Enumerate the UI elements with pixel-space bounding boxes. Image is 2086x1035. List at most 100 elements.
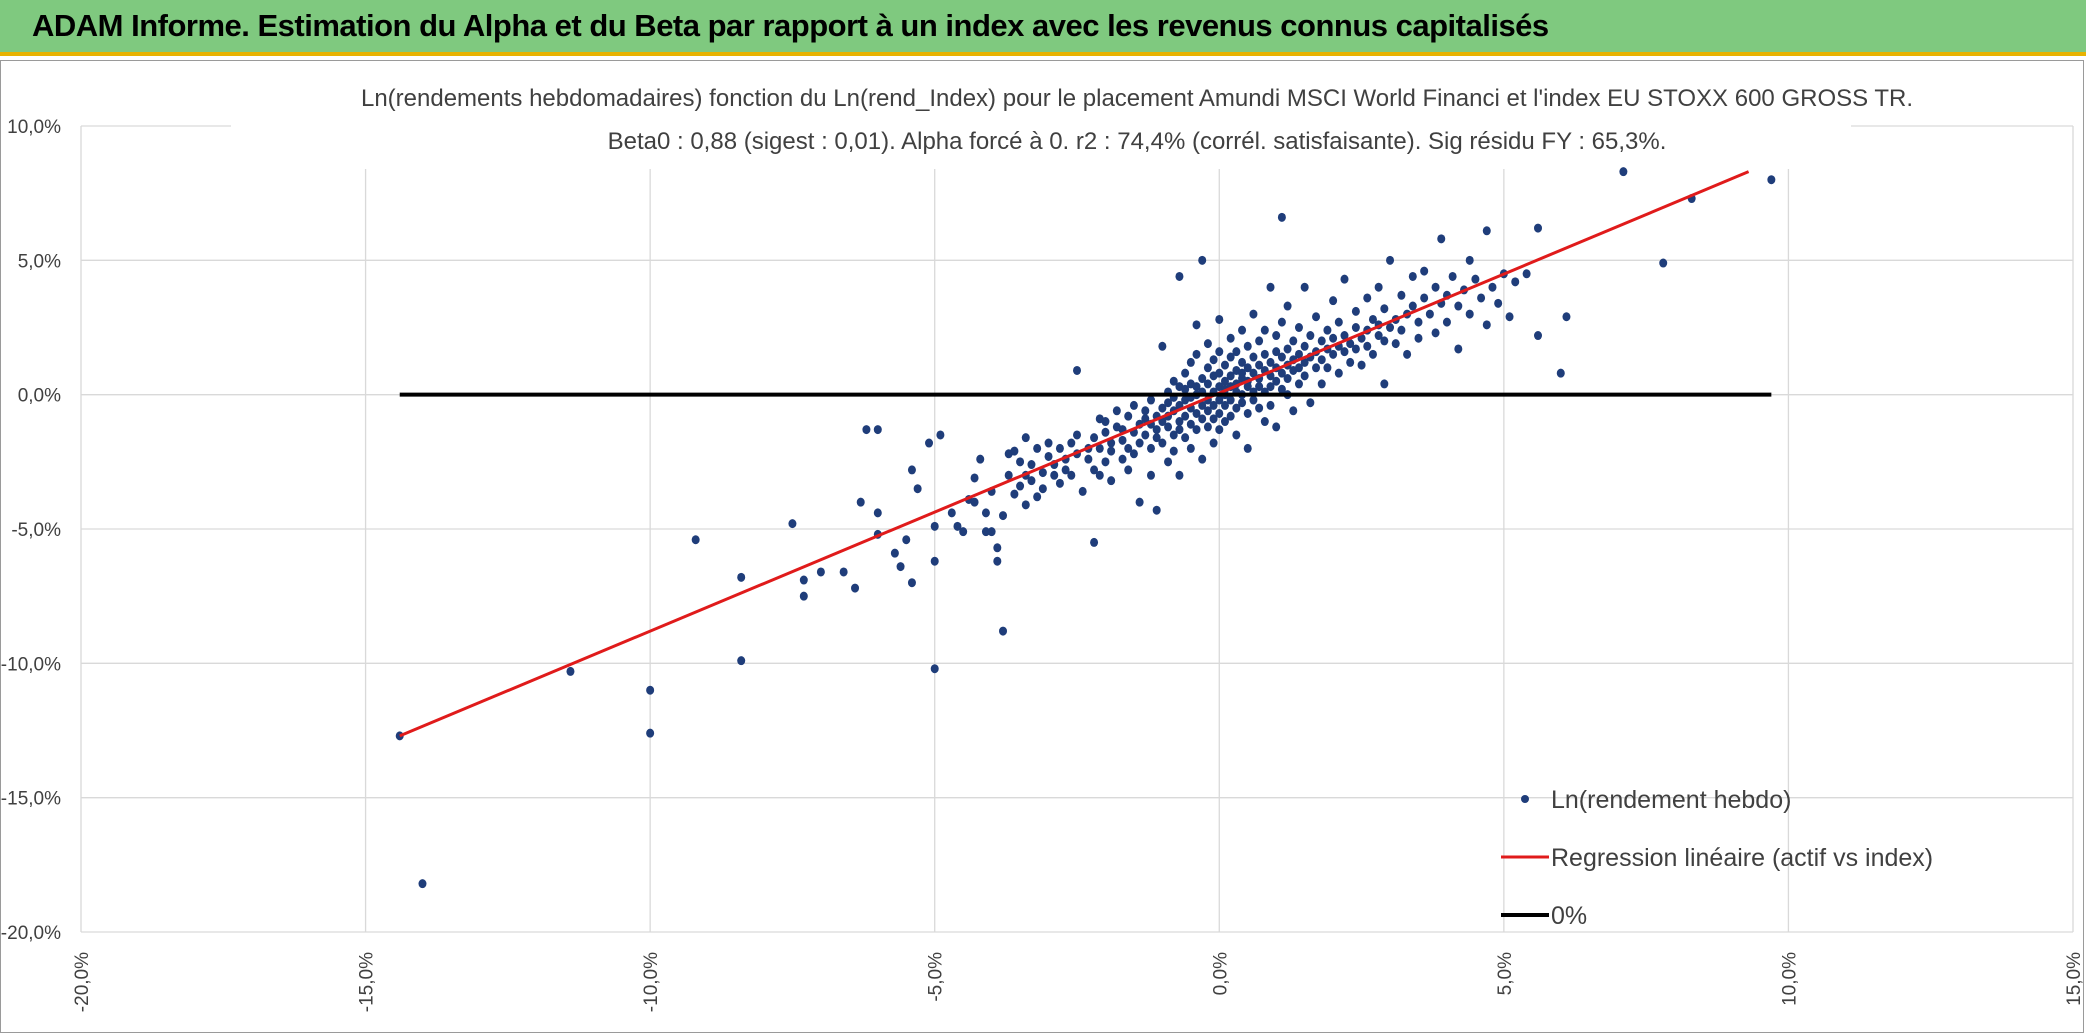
data-point [1021, 500, 1030, 510]
legend-label-scatter: Ln(rendement hebdo) [1551, 786, 1791, 814]
data-point [1494, 298, 1503, 308]
data-point [1027, 460, 1036, 470]
data-point [856, 497, 865, 507]
legend-label-zero-line: 0% [1551, 902, 1587, 930]
data-point [1511, 277, 1520, 287]
data-point [1095, 470, 1104, 480]
legend-item-zero-line[interactable]: 0% [1501, 902, 1587, 930]
data-point [1442, 317, 1451, 327]
data-point [1209, 438, 1218, 448]
legend-item-scatter[interactable]: Ln(rendement hebdo) [1521, 786, 1791, 814]
x-tick-label: -15,0% [357, 952, 378, 1012]
data-point [1010, 446, 1019, 456]
data-point [1351, 344, 1360, 354]
data-point [1192, 320, 1201, 330]
data-point [1380, 304, 1389, 314]
data-point [1386, 323, 1395, 332]
data-point [1090, 537, 1099, 547]
data-point [1243, 363, 1252, 373]
data-point [1454, 344, 1463, 354]
data-point [1334, 368, 1343, 378]
data-point [1351, 323, 1360, 332]
data-point [1659, 258, 1668, 268]
data-point [1146, 443, 1155, 453]
data-point [1203, 339, 1212, 349]
data-point [976, 454, 985, 464]
data-point [1505, 312, 1514, 322]
data-point [1277, 317, 1286, 327]
y-tick-label: 5,0% [18, 251, 61, 272]
data-point [993, 556, 1002, 566]
data-point [1300, 371, 1309, 381]
chart-title-line-2: Beta0 : 0,88 (sigest : 0,01). Alpha forc… [608, 128, 1667, 155]
data-point [1300, 341, 1309, 351]
data-point [1420, 266, 1429, 276]
data-point [1203, 363, 1212, 373]
data-point [907, 578, 916, 588]
data-point [1289, 406, 1298, 416]
data-point [1243, 443, 1252, 453]
data-point [1488, 282, 1497, 292]
data-point [1334, 317, 1343, 327]
data-point [1101, 457, 1110, 467]
data-point [1181, 368, 1190, 378]
data-point [1141, 406, 1150, 416]
legend-item-regression[interactable]: Regression linéaire (actif vs index) [1501, 844, 1933, 872]
data-point [1534, 223, 1543, 233]
data-point [1181, 411, 1190, 421]
data-point [1329, 349, 1338, 359]
data-point [907, 465, 916, 475]
data-point [1255, 336, 1264, 346]
data-point [1312, 363, 1321, 373]
data-point [1124, 443, 1133, 453]
chart-title-background [231, 79, 1851, 169]
legend[interactable]: Ln(rendement hebdo) Regression linéaire … [1501, 786, 1933, 930]
data-point [1095, 443, 1104, 453]
data-point [1534, 331, 1543, 341]
data-point [1368, 349, 1377, 359]
data-point [1386, 255, 1395, 265]
data-point [1209, 400, 1218, 410]
data-point [1192, 382, 1201, 392]
data-point [1209, 355, 1218, 365]
data-point [1135, 438, 1144, 448]
data-point [1175, 417, 1184, 427]
x-tick-label: 15,0% [2064, 952, 2083, 1006]
data-point [1152, 425, 1161, 435]
y-tick-label: 0,0% [18, 386, 61, 407]
data-point [1408, 271, 1417, 281]
data-point [1232, 430, 1241, 440]
data-point [1038, 484, 1047, 494]
chart-area[interactable]: Ln(rendements hebdomadaires) fonction du… [0, 60, 2084, 1033]
data-point [993, 543, 1002, 553]
data-point [1055, 443, 1064, 453]
data-point [1146, 395, 1155, 405]
data-point [1226, 371, 1235, 381]
data-point [1175, 425, 1184, 435]
x-tick-label: 5,0% [1495, 952, 1516, 995]
data-point [1038, 468, 1047, 478]
data-point [1152, 433, 1161, 443]
data-point [1067, 438, 1076, 448]
data-point [1266, 282, 1275, 292]
data-point [1101, 427, 1110, 437]
y-tick-label: -5,0% [11, 520, 61, 541]
data-point [1169, 446, 1178, 456]
legend-marker-scatter [1521, 795, 1529, 803]
data-point [1209, 414, 1218, 424]
data-point [1124, 411, 1133, 421]
data-point [1021, 433, 1030, 443]
data-point [1277, 368, 1286, 378]
data-point [1101, 417, 1110, 427]
data-point [1203, 406, 1212, 416]
data-point [1260, 349, 1269, 359]
data-point [873, 508, 882, 518]
data-point [1556, 368, 1565, 378]
data-point [1118, 435, 1127, 445]
data-point [1306, 331, 1315, 341]
data-point [1562, 312, 1571, 322]
scatter-points [395, 167, 1776, 889]
data-point [1232, 403, 1241, 413]
data-point [418, 879, 427, 889]
